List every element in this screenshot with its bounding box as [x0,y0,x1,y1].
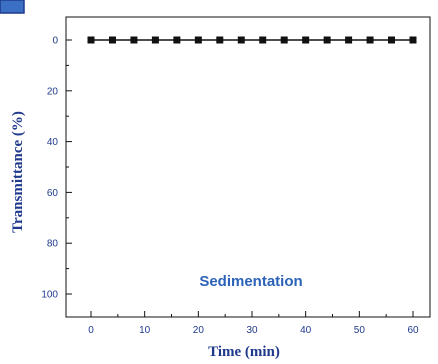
x-tick-label: 10 [139,325,151,336]
data-point-marker [345,36,353,44]
plot-frame [65,16,431,318]
y-tick-label: 0 [52,36,58,47]
data-point-marker [194,36,202,44]
y-axis: 0 20 40 60 80 100 [41,36,72,301]
data-point-marker [259,36,267,44]
x-tick-label: 40 [300,325,312,336]
y-tick-label: 80 [47,239,59,250]
x-axis-title: Time (min) [208,344,280,360]
annotation-label: Sedimentation [199,273,302,290]
y-tick-label: 60 [47,188,59,199]
data-point-marker [388,36,396,44]
y-tick-label: 20 [47,86,59,97]
data-point-marker [366,36,374,44]
y-tick-label: 100 [41,290,58,301]
data-point-marker [302,36,310,44]
data-point-marker [130,36,138,44]
x-tick-label: 60 [407,325,419,336]
y-tick-label: 40 [47,137,59,148]
data-point-marker [216,36,224,44]
data-point-marker [173,36,181,44]
data-point-marker [108,36,116,44]
y-axis-title: Transmittance (%) [10,111,26,233]
data-point-marker [87,36,95,44]
x-tick-label: 30 [246,325,258,336]
x-axis: 0 10 20 30 40 50 60 [88,311,419,336]
data-point-marker [237,36,245,44]
data-series [87,36,417,44]
corner-image-icon [0,0,25,14]
x-tick-label: 0 [88,325,94,336]
data-point-marker [323,36,331,44]
x-tick-label: 50 [354,325,366,336]
data-point-marker [280,36,288,44]
data-point-marker [409,36,417,44]
x-tick-label: 20 [193,325,205,336]
data-point-marker [151,36,159,44]
